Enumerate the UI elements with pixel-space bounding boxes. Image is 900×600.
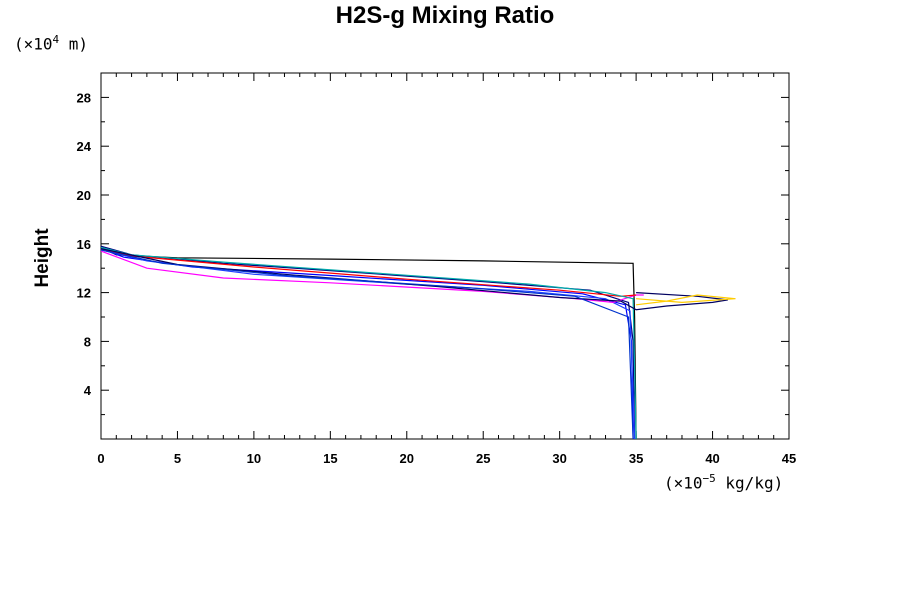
series-line-9	[636, 294, 736, 306]
y-tick-label: 4	[84, 383, 92, 398]
y-tick-label: 12	[77, 286, 91, 301]
x-axis-unit: (×10−5 kg/kg)	[664, 472, 783, 492]
x-unit-exponent: −5	[702, 472, 716, 485]
x-tick-label: 35	[629, 451, 643, 466]
y-tick-label: 16	[77, 237, 91, 252]
y-tick-label: 8	[84, 334, 91, 349]
x-tick-label: 25	[476, 451, 490, 466]
series-line-2	[100, 245, 636, 440]
y-unit-suffix: m)	[59, 34, 89, 54]
series-line-10	[100, 249, 634, 440]
x-unit-prefix: (×10	[664, 473, 703, 493]
y-tick-label: 28	[77, 90, 91, 105]
y-unit-prefix: (×10	[14, 34, 53, 54]
x-tick-label: 10	[247, 451, 261, 466]
axis-ticks: 0 5 10 15 20 25 30 35 40 45 4 8 12 16 20 24 28	[77, 72, 796, 466]
x-unit-suffix: kg/kg)	[715, 473, 784, 493]
x-tick-label: 40	[705, 451, 719, 466]
chart-title: H2S-g Mixing Ratio	[335, 2, 555, 29]
x-tick-label: 30	[552, 451, 566, 466]
y-unit-exponent: 4	[52, 33, 60, 46]
x-tick-label: 20	[400, 451, 414, 466]
y-tick-label: 24	[77, 139, 92, 154]
x-tick-label: 0	[97, 451, 104, 466]
series-layer	[100, 245, 736, 440]
y-axis-unit: (×104 m)	[14, 33, 88, 53]
x-tick-label: 15	[323, 451, 337, 466]
series-line-7	[100, 246, 637, 440]
x-tick-label: 45	[782, 451, 796, 466]
plot-frame	[100, 72, 790, 440]
series-line-3	[100, 248, 634, 440]
y-tick-label: 20	[77, 188, 91, 203]
x-tick-label: 5	[174, 451, 181, 466]
